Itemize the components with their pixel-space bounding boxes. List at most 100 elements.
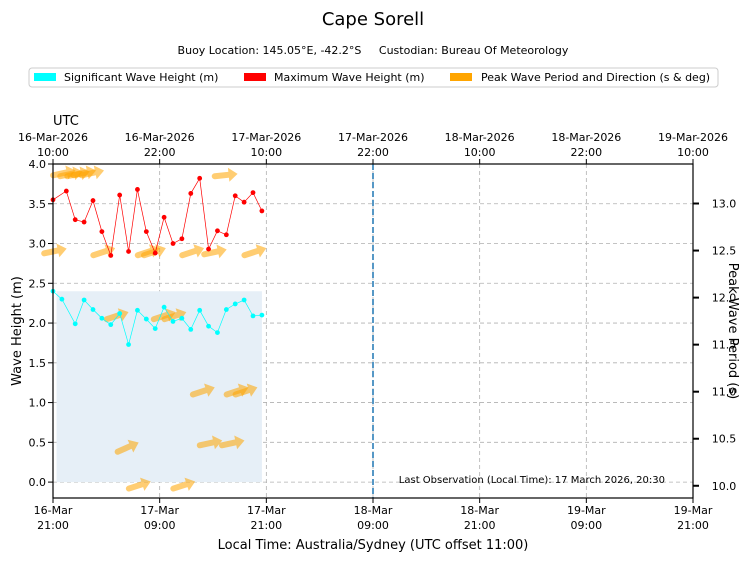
bottom-tick-date: 17-Mar xyxy=(140,504,179,517)
legend-swatch-period xyxy=(450,73,472,81)
bottom-tick-date: 18-Mar xyxy=(460,504,499,517)
peak-period-arrow xyxy=(140,244,166,259)
maximum-wave-point xyxy=(99,229,105,234)
peak-period-arrows xyxy=(41,165,267,492)
legend: Significant Wave Height (m) Maximum Wave… xyxy=(28,67,719,88)
x-axis-label: Local Time: Australia/Sydney (UTC offset… xyxy=(218,538,529,553)
bottom-tick-time: 21:00 xyxy=(464,519,496,532)
top-axis-ticks: 16-Mar-2026 10:00 16-Mar-2026 22:00 17-Mar-2… xyxy=(18,131,728,164)
legend-label-significant: Significant Wave Height (m) xyxy=(64,71,218,84)
chart-title: Cape Sorell xyxy=(322,9,424,30)
maximum-wave-point xyxy=(117,192,123,198)
bottom-tick-time: 09:00 xyxy=(570,519,602,532)
top-tick-time: 10:00 xyxy=(677,146,709,159)
y2-tick-label: 11.5 xyxy=(712,339,737,352)
bottom-tick-date: 17-Mar xyxy=(247,504,286,517)
maximum-wave-point xyxy=(250,190,256,196)
significant-wave-point xyxy=(206,323,211,329)
y2-axis-label: Peak Wave Period (s) xyxy=(725,263,740,399)
peak-period-arrow xyxy=(179,244,205,259)
maximum-wave-point xyxy=(179,236,185,242)
bottom-tick-time: 09:00 xyxy=(144,519,176,532)
peak-period-arrow xyxy=(218,435,245,450)
significant-wave-point xyxy=(81,297,87,303)
maximum-wave-point xyxy=(259,208,265,214)
legend-swatch-maximum xyxy=(244,73,266,81)
y2-tick-label: 10.5 xyxy=(712,433,737,446)
bottom-tick-date: 18-Mar xyxy=(354,504,393,517)
maximum-wave-point xyxy=(197,175,203,181)
maximum-wave-point xyxy=(170,241,176,246)
significant-wave-point xyxy=(72,321,78,327)
maximum-wave-point xyxy=(108,253,114,258)
significant-wave-point xyxy=(170,319,176,324)
significant-wave-point xyxy=(241,297,247,303)
significant-wave-point xyxy=(161,304,167,310)
significant-wave-point xyxy=(152,326,158,332)
peak-period-arrow xyxy=(211,167,238,182)
top-tick-date: 17-Mar-2026 xyxy=(338,131,408,144)
bottom-tick-date: 19-Mar xyxy=(567,504,606,517)
peak-period-arrow xyxy=(201,244,227,259)
maximum-wave-point xyxy=(206,246,211,252)
last-observation-annotation: Last Observation (Local Time): 17 March … xyxy=(399,475,665,486)
significant-wave-point xyxy=(259,312,265,318)
y2-tick-label: 13.0 xyxy=(712,198,737,211)
bottom-tick-time: 21:00 xyxy=(677,519,709,532)
legend-label-maximum: Maximum Wave Height (m) xyxy=(274,71,425,84)
top-tick-time: 22:00 xyxy=(144,146,176,159)
legend-swatch-significant xyxy=(34,73,56,81)
top-tick-date: 19-Mar-2026 xyxy=(658,131,728,144)
maximum-wave-point xyxy=(126,249,131,254)
significant-wave-point xyxy=(108,322,114,328)
maximum-wave-point xyxy=(63,188,69,194)
y-tick-label: 2.0 xyxy=(29,317,47,330)
maximum-wave-point xyxy=(81,219,87,225)
significant-wave-point xyxy=(223,307,229,312)
peak-period-arrow xyxy=(170,477,196,492)
significant-wave-point xyxy=(197,307,203,313)
y-tick-label: 0.0 xyxy=(29,476,47,489)
top-tick-time: 10:00 xyxy=(250,146,282,159)
y-tick-label: 3.5 xyxy=(29,198,47,211)
significant-wave-point xyxy=(90,307,96,312)
top-tick-time: 10:00 xyxy=(37,146,69,159)
significant-wave-point xyxy=(188,327,194,332)
significant-wave-fill xyxy=(56,291,262,483)
bottom-tick-date: 16-Mar xyxy=(34,504,73,517)
peak-period-arrow xyxy=(125,477,151,492)
maximum-wave-point xyxy=(90,198,96,203)
y-tick-label: 2.5 xyxy=(29,277,47,290)
top-axis-label: UTC xyxy=(53,114,79,129)
peak-period-arrow xyxy=(41,243,67,258)
significant-wave-area xyxy=(56,291,262,483)
y-tick-label: 3.0 xyxy=(29,238,47,251)
maximum-wave-point xyxy=(223,232,229,238)
chart-subtitle: Buoy Location: 145.05°E, -42.2°S Custodi… xyxy=(178,44,569,57)
bottom-axis-ticks: 16-Mar 21:00 17-Mar 09:00 17-Mar 21:00 18-Mar 0… xyxy=(34,498,713,532)
y-tick-label: 1.0 xyxy=(29,397,47,410)
maximum-wave-point xyxy=(215,228,220,234)
significant-wave-point xyxy=(59,296,65,302)
top-tick-date: 18-Mar-2026 xyxy=(445,131,515,144)
top-tick-time: 22:00 xyxy=(570,146,602,159)
peak-period-arrow xyxy=(232,383,258,398)
maximum-wave-line xyxy=(52,177,263,256)
significant-wave-point xyxy=(126,342,131,347)
wave-points xyxy=(50,175,265,347)
y-tick-label: 4.0 xyxy=(29,158,47,171)
y2-tick-label: 12.5 xyxy=(712,245,737,258)
significant-wave-point xyxy=(232,301,238,307)
maximum-wave-point xyxy=(232,193,238,199)
bottom-tick-date: 19-Mar xyxy=(674,504,713,517)
bottom-tick-time: 21:00 xyxy=(250,519,282,532)
maximum-wave-point xyxy=(241,199,247,205)
peak-period-arrow xyxy=(90,244,116,259)
peak-period-arrow xyxy=(114,439,139,455)
top-tick-date: 18-Mar-2026 xyxy=(551,131,621,144)
bottom-tick-time: 21:00 xyxy=(37,519,69,532)
y-tick-label: 1.5 xyxy=(29,357,47,370)
right-axis-ticks: 10.0 10.5 11.0 11.5 12.0 12.5 13.0 xyxy=(693,198,736,493)
significant-wave-point xyxy=(179,315,185,321)
top-tick-time: 10:00 xyxy=(464,146,496,159)
